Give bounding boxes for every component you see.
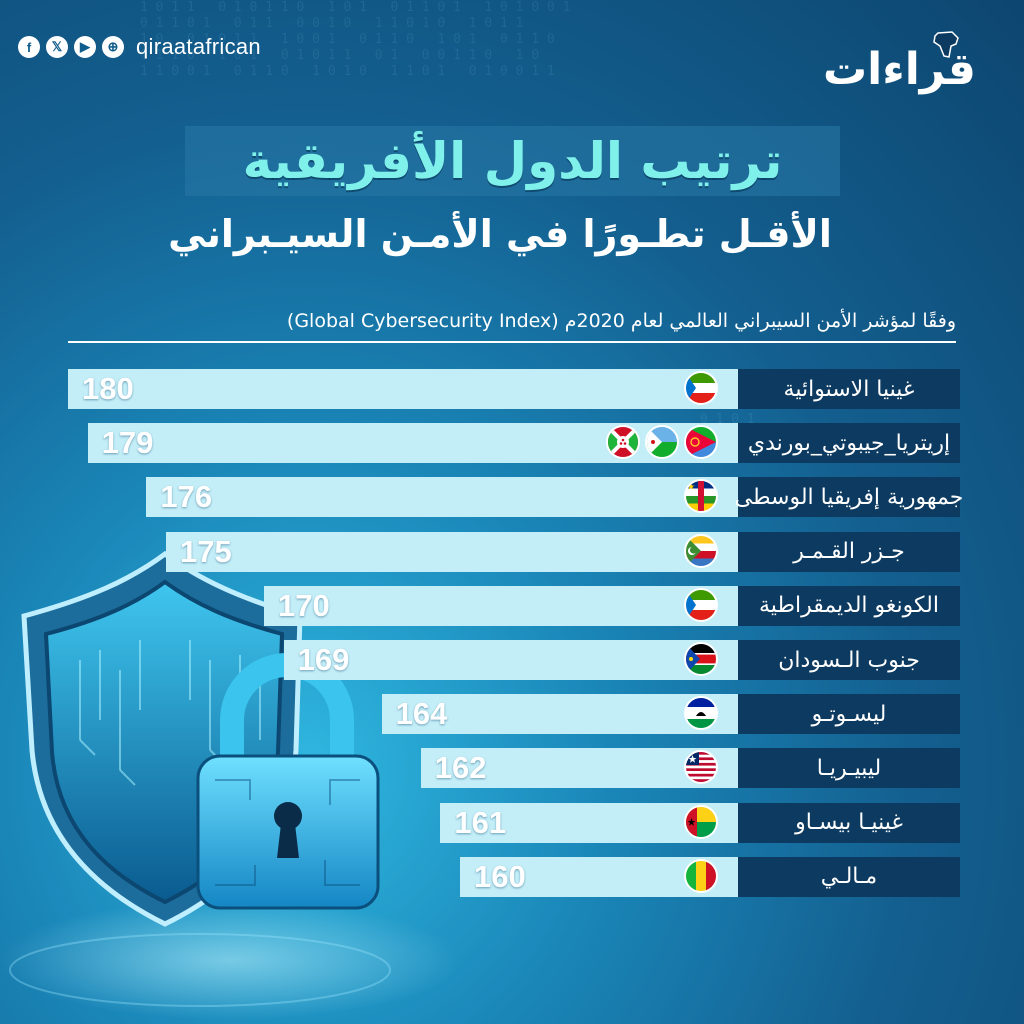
lesotho-flag-icon — [684, 696, 718, 731]
country-label: جمهورية إفريقيا الوسطى — [734, 484, 964, 510]
country-label-box: ليسـوتـو — [738, 694, 960, 735]
chart-bar — [381, 694, 738, 735]
rank-label: 180 — [82, 371, 134, 406]
flag-group — [684, 533, 718, 568]
rank-label: 179 — [101, 425, 154, 461]
chart-row: 162 ليبيـريـا — [0, 748, 1024, 789]
chart-row: 180 غينيا الاستوائية — [0, 369, 1024, 409]
country-label: جـزر القـمـر — [793, 539, 905, 565]
country-label: ليسـوتـو — [811, 701, 887, 727]
country-label-box: مـالـي — [738, 856, 960, 897]
keyhole-bottom — [277, 824, 299, 858]
chart-bar — [166, 531, 738, 572]
rank-label: 175 — [180, 533, 232, 569]
country-label: الكونغو الديمقراطية — [759, 593, 939, 619]
flag-group — [684, 696, 718, 731]
central-african-republic-flag-icon — [684, 479, 718, 514]
flag-group — [684, 371, 718, 405]
chart-bar — [264, 585, 738, 626]
rank-label: 161 — [454, 804, 507, 840]
rank-label: 169 — [297, 642, 350, 677]
country-label-box: ليبيـريـا — [738, 748, 960, 789]
south-sudan-flag-icon — [684, 642, 718, 676]
flag-group — [684, 587, 718, 622]
djibouti-flag-icon — [645, 425, 679, 460]
chart-bar — [283, 640, 738, 680]
flag-group — [606, 425, 718, 460]
floor-glow — [0, 900, 460, 1020]
social-bar: f 𝕏 ▶ ⊕ qiraatafrican — [18, 34, 261, 60]
page-title: ترتيب الدول الأفريقية — [242, 132, 783, 190]
title-box: ترتيب الدول الأفريقية — [185, 126, 840, 196]
lock-circuits — [215, 779, 360, 886]
guinea-bissau-flag-icon — [684, 804, 718, 839]
chart-row: 161 غينيـا بيسـاو — [0, 802, 1024, 843]
country-label-box: جنوب الـسودان — [738, 640, 960, 680]
country-label: جنوب الـسودان — [778, 647, 920, 673]
chart-bar — [68, 369, 738, 409]
country-label-box: جـزر القـمـر — [738, 531, 960, 572]
chart-row: 175 جـزر القـمـر — [0, 531, 1024, 572]
comoros-flag-icon — [684, 533, 718, 568]
shield-lock-illustration — [0, 550, 460, 1020]
country-label-box: جمهورية إفريقيا الوسطى — [735, 477, 963, 518]
africa-map-icon — [933, 31, 959, 58]
youtube-icon[interactable]: ▶ — [74, 36, 96, 58]
chart-row: 160 مـالـي — [0, 856, 1024, 897]
flag-group — [684, 642, 718, 676]
chart-bar — [146, 477, 738, 518]
equatorial-guinea-flag-icon — [684, 371, 718, 405]
country-label-box: الكونغو الديمقراطية — [738, 585, 960, 626]
equatorial-guinea-flag-icon — [684, 587, 718, 622]
chart-row: 176 جمهورية إفريقيا الوسطى — [0, 477, 1024, 518]
flag-group — [684, 858, 718, 893]
flag-group — [684, 479, 718, 514]
country-label: مـالـي — [820, 864, 878, 890]
rank-label: 164 — [395, 696, 448, 732]
floor-ring — [9, 933, 391, 1007]
flag-group — [684, 750, 718, 785]
country-label-box: غينيـا بيسـاو — [738, 802, 960, 843]
page-subtitle: الأقـل تطـورًا في الأمـن السيـبراني — [168, 212, 832, 256]
web-icon[interactable]: ⊕ — [102, 36, 124, 58]
burundi-flag-icon — [606, 425, 640, 460]
rank-label: 176 — [160, 479, 213, 515]
country-label: ليبيـريـا — [816, 755, 882, 781]
country-label: غينيا الاستوائية — [783, 376, 915, 402]
country-label-box: غينيا الاستوائية — [738, 369, 960, 409]
flag-group — [684, 804, 718, 839]
source-note: وفقًا لمؤشر الأمن السيبراني العالمي لعام… — [286, 310, 956, 332]
chart-row: 179 إريتريا_جيبوتي_بورندي — [0, 423, 1024, 464]
country-label: إريتريا_جيبوتي_بورندي — [747, 430, 951, 456]
rank-label: 170 — [278, 587, 330, 623]
chart-row: 170 الكونغو الديمقراطية — [0, 585, 1024, 626]
country-label-box: إريتريا_جيبوتي_بورندي — [738, 423, 960, 464]
rank-label: 160 — [474, 858, 526, 894]
handle[interactable]: qiraatafrican — [136, 34, 261, 59]
chart-row: 164 ليسـوتـو — [0, 694, 1024, 735]
rank-label: 162 — [434, 750, 487, 786]
source-divider — [68, 341, 956, 343]
brand-logo: قراءات — [823, 30, 976, 100]
facebook-icon[interactable]: f — [18, 36, 40, 58]
logo-text: قراءات — [822, 44, 976, 95]
chart-row: 169 جنوب الـسودان — [0, 640, 1024, 680]
liberia-flag-icon — [684, 750, 718, 785]
keyhole-top — [274, 802, 302, 830]
x-icon[interactable]: 𝕏 — [46, 36, 68, 58]
country-label: غينيـا بيسـاو — [795, 810, 903, 836]
eritrea-flag-icon — [684, 425, 718, 460]
mali-flag-icon — [684, 858, 718, 893]
